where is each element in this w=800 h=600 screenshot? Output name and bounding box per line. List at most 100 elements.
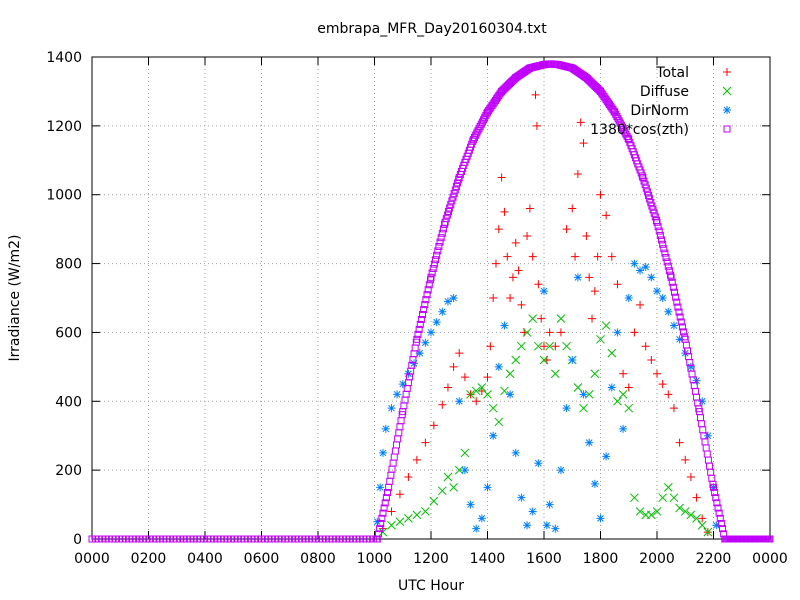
y-tick-label: 400 <box>55 394 82 410</box>
data-point <box>579 390 588 399</box>
data-point <box>669 283 677 291</box>
data-point <box>508 273 517 282</box>
data-point <box>680 507 690 516</box>
data-point <box>672 293 680 301</box>
data-point <box>410 359 419 368</box>
data-point <box>645 191 653 199</box>
data-point <box>473 129 481 137</box>
data-point <box>556 328 565 337</box>
data-point <box>489 431 498 440</box>
data-point <box>387 520 396 530</box>
grid-lines <box>92 57 770 539</box>
data-point <box>500 386 509 396</box>
data-point <box>497 173 506 182</box>
data-point <box>533 341 543 351</box>
data-point <box>500 321 509 330</box>
data-point <box>658 380 667 389</box>
data-point <box>624 403 634 413</box>
data-point <box>393 390 402 399</box>
data-point <box>377 520 385 528</box>
data-point <box>528 507 537 516</box>
data-point <box>675 438 684 447</box>
data-point <box>635 507 645 516</box>
data-point <box>674 303 682 311</box>
data-point <box>471 386 481 396</box>
x-tick-label: 1200 <box>413 551 449 567</box>
data-point <box>716 514 724 522</box>
data-point <box>648 202 656 210</box>
data-point <box>656 231 664 239</box>
data-point <box>477 383 487 392</box>
data-point <box>712 494 720 502</box>
data-point <box>650 209 658 217</box>
data-point <box>576 118 585 127</box>
data-point <box>708 474 716 482</box>
data-point <box>697 414 705 422</box>
data-point <box>692 493 701 502</box>
data-point <box>668 278 676 286</box>
data-point <box>517 341 526 351</box>
data-point <box>435 242 443 250</box>
data-point <box>545 500 554 509</box>
data-point <box>386 477 394 485</box>
data-point <box>382 494 390 502</box>
data-point <box>489 294 498 302</box>
data-point <box>562 225 571 234</box>
data-point <box>641 181 649 189</box>
data-point <box>613 112 621 120</box>
data-point <box>643 188 651 196</box>
data-point <box>446 204 454 212</box>
data-point <box>380 504 388 512</box>
data-point <box>624 294 633 302</box>
data-point <box>667 271 675 279</box>
x-axis-label: UTC Hour <box>398 578 464 594</box>
data-point <box>590 287 599 296</box>
data-point <box>400 402 408 410</box>
data-point <box>483 373 492 382</box>
data-point <box>413 335 421 343</box>
data-point <box>525 204 534 213</box>
data-point <box>445 208 453 216</box>
data-point <box>621 128 629 136</box>
data-point <box>429 265 437 273</box>
data-point <box>545 341 555 351</box>
legend-label: Diffuse <box>640 84 689 100</box>
data-point <box>619 124 627 132</box>
data-point <box>472 397 481 406</box>
data-point <box>426 276 434 284</box>
data-point <box>551 524 560 533</box>
data-point <box>451 186 459 194</box>
data-point <box>712 521 721 530</box>
data-point <box>540 287 548 296</box>
data-point <box>439 225 447 233</box>
data-point <box>374 530 382 538</box>
data-point <box>438 229 446 237</box>
x-tick-label: 0000 <box>74 551 110 567</box>
legend: Total Diffuse DirNorm 1380*cos(zth) <box>590 65 732 138</box>
data-point <box>511 238 520 247</box>
data-point <box>486 342 495 351</box>
data-point <box>601 321 611 330</box>
data-point <box>466 500 475 509</box>
data-point <box>663 483 673 492</box>
data-point <box>395 490 404 499</box>
data-point <box>681 333 689 341</box>
data-point <box>449 193 457 201</box>
data-point <box>491 259 500 268</box>
data-point <box>488 403 498 413</box>
data-point <box>624 383 633 392</box>
y-tick-label: 1000 <box>46 188 82 204</box>
data-point <box>395 429 403 437</box>
data-point <box>658 294 667 302</box>
data-point <box>719 525 727 533</box>
data-point <box>455 397 464 406</box>
data-point <box>477 514 486 523</box>
data-point <box>447 200 455 208</box>
data-marks <box>88 60 774 543</box>
data-point <box>596 514 605 523</box>
data-point <box>617 121 625 129</box>
data-point <box>568 204 577 213</box>
data-point <box>698 397 707 406</box>
x-tick-label: 0200 <box>131 551 167 567</box>
data-point <box>460 466 469 475</box>
